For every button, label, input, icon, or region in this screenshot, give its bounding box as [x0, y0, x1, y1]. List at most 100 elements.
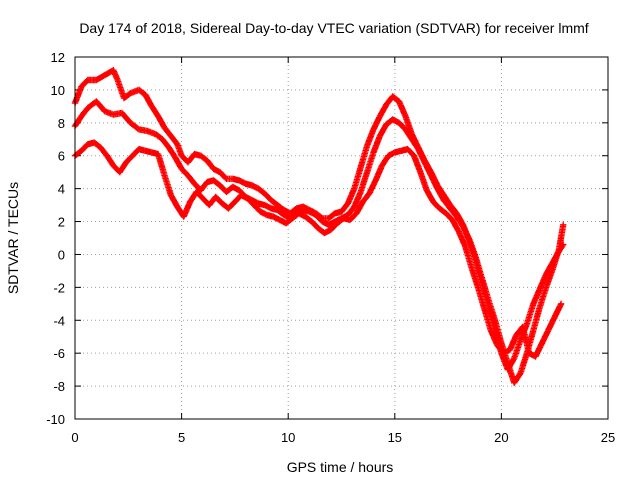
data-point	[402, 113, 415, 136]
data-point	[449, 216, 462, 234]
data-point	[543, 267, 556, 291]
data-point	[178, 165, 191, 178]
data-point	[167, 132, 180, 147]
y-tick-label: -2	[53, 280, 65, 295]
data-point	[378, 153, 391, 169]
data-point	[167, 192, 180, 209]
data-point	[287, 206, 299, 217]
data-point	[225, 199, 237, 212]
data-point	[204, 157, 216, 171]
data-point	[363, 127, 377, 150]
data-point	[376, 122, 389, 140]
y-tick-label: -6	[53, 346, 65, 361]
data-point	[123, 153, 135, 166]
data-point	[344, 204, 357, 219]
data-point	[274, 206, 287, 218]
data-point	[474, 284, 488, 311]
data-point	[395, 98, 409, 119]
data-point	[421, 159, 434, 178]
y-axis-title: SDTVAR / TECUs	[5, 182, 21, 294]
x-tick-label: 0	[71, 430, 78, 445]
data-point	[159, 136, 172, 150]
data-point	[404, 145, 417, 158]
data-point	[472, 254, 485, 281]
data-point	[538, 328, 551, 347]
data-point	[78, 142, 90, 154]
grid	[75, 57, 608, 419]
data-point	[511, 371, 523, 386]
data-point	[359, 191, 372, 205]
data-point	[250, 201, 263, 214]
x-tick-label: 10	[281, 430, 295, 445]
data-point	[197, 152, 210, 163]
x-tick-label: 5	[178, 430, 185, 445]
data-point	[408, 136, 421, 152]
data-point	[519, 323, 532, 355]
data-point	[312, 211, 325, 224]
data-point	[346, 211, 359, 224]
data-point	[129, 147, 142, 159]
data-point	[353, 199, 366, 217]
data-point	[357, 144, 370, 171]
data-point	[78, 106, 91, 120]
x-axis-title: GPS time / hours	[287, 459, 394, 475]
y-tick-label: 4	[58, 182, 65, 197]
data-point	[459, 223, 472, 242]
data-point	[536, 272, 549, 293]
data-point	[370, 114, 383, 133]
data-point	[97, 144, 110, 158]
data-point	[91, 139, 103, 150]
data-point	[244, 195, 257, 208]
axis-ticks: 0 5 10 15 20 25 -10 -8 -6 -4 -2 0 2 4 6 8 10 12	[46, 50, 615, 445]
data-point	[193, 188, 206, 201]
data-point	[261, 190, 274, 203]
data-point	[468, 264, 481, 289]
data-point	[257, 208, 269, 218]
data-point	[389, 93, 402, 104]
data-point	[114, 76, 127, 100]
data-point	[165, 144, 178, 160]
data-point	[466, 236, 479, 260]
data-point	[436, 205, 449, 216]
data-point	[274, 201, 287, 213]
data-point	[442, 210, 455, 222]
y-tick-label: -4	[53, 313, 65, 328]
data-point	[479, 275, 492, 303]
y-tick-label: 12	[51, 50, 65, 65]
data-point	[154, 150, 168, 178]
data-point	[545, 315, 558, 334]
data-point	[462, 243, 475, 270]
data-point	[366, 178, 379, 197]
data-point	[93, 72, 107, 84]
y-tick-label: -8	[53, 379, 65, 394]
data-point	[395, 119, 408, 132]
data-point	[229, 183, 242, 193]
data-point	[423, 187, 436, 204]
y-tick-label: 8	[58, 116, 65, 131]
data-point	[351, 165, 364, 192]
x-tick-label: 25	[601, 430, 615, 445]
data-point	[410, 152, 424, 174]
data-point	[530, 305, 543, 334]
data-point	[327, 221, 340, 233]
data-point	[148, 103, 161, 119]
data-point	[402, 126, 415, 142]
data-point	[530, 287, 543, 307]
y-tick-label: -10	[46, 412, 65, 427]
data-point	[417, 169, 430, 192]
data-point	[236, 177, 248, 187]
data-point	[161, 124, 174, 138]
y-tick-label: 6	[58, 149, 65, 164]
data-point	[78, 77, 90, 90]
data-series	[71, 67, 567, 386]
data-point	[338, 201, 351, 215]
data-point	[453, 213, 466, 229]
data-point	[385, 149, 397, 159]
data-point	[487, 326, 500, 347]
data-point	[302, 213, 314, 224]
data-point	[325, 210, 338, 222]
y-tick-label: 2	[58, 215, 65, 230]
data-point	[212, 193, 225, 206]
